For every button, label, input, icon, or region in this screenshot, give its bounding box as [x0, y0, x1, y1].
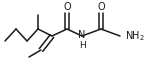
Text: N: N: [78, 30, 86, 41]
Text: O: O: [63, 2, 71, 12]
Text: H: H: [79, 41, 85, 49]
Text: NH$_2$: NH$_2$: [125, 29, 145, 43]
Text: O: O: [97, 2, 105, 12]
